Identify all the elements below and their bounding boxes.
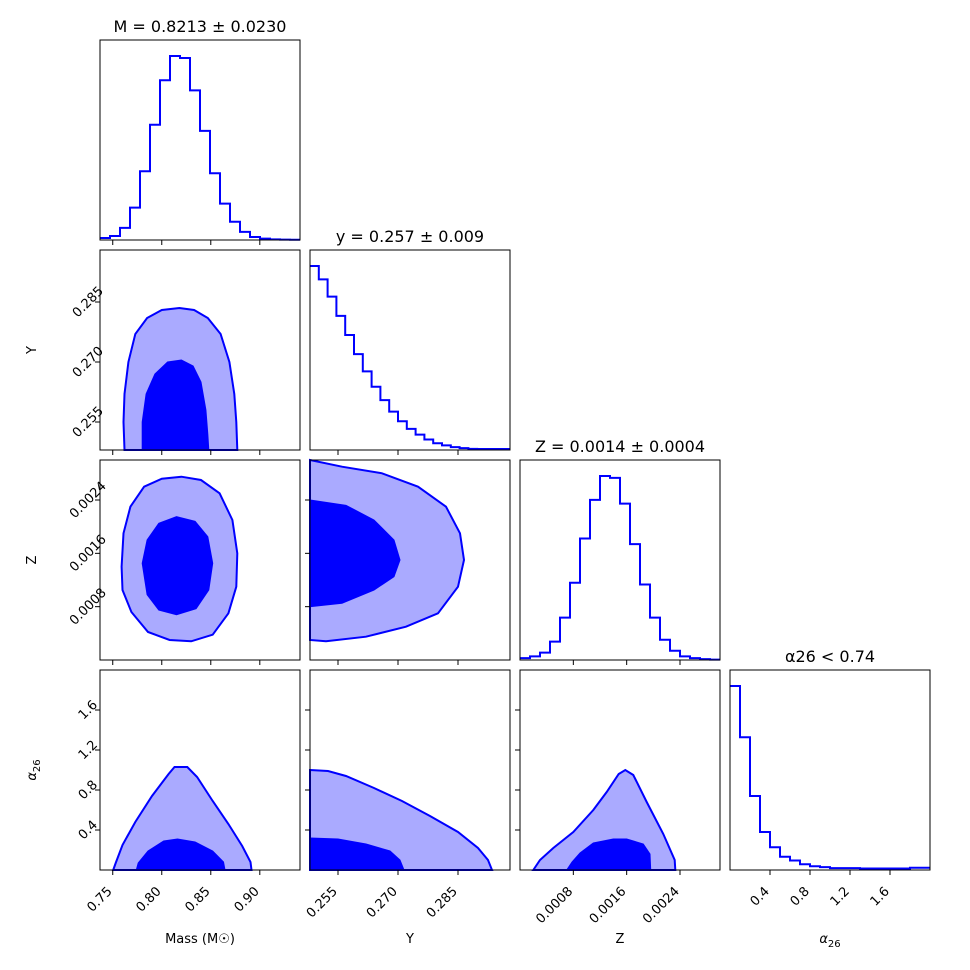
panel-frame-Y-Y	[309, 249, 511, 451]
title-Z: Z = 0.0014 ± 0.0004	[535, 437, 705, 456]
contour-inner-M-Z	[141, 516, 214, 616]
plot-frames	[95, 39, 931, 875]
contour-inner-Z-alpha26	[565, 838, 652, 871]
xaxis-label-M: Mass (M☉)	[165, 932, 235, 947]
contour-inner-M-alpha26	[135, 838, 226, 871]
panel-frame-M-M	[99, 39, 301, 241]
panel-frame-Z-alpha26	[519, 669, 721, 871]
title-Y: y = 0.257 ± 0.009	[336, 227, 484, 246]
panel-frame-M-Y	[99, 249, 301, 451]
histogram-Z	[520, 475, 720, 661]
yaxis-label-Y: Y	[25, 346, 40, 355]
panel-frame-alpha26-alpha26	[729, 669, 931, 871]
plot-fills	[100, 55, 930, 871]
panel-frame-Y-Z	[309, 459, 511, 661]
contour-inner-M-Y	[141, 359, 210, 451]
histogram-Y	[310, 265, 510, 451]
xaxis-label-Y: Y	[405, 932, 414, 947]
yaxis-label-Z: Z	[25, 555, 40, 564]
yaxis-label-alpha26: α26	[25, 759, 43, 780]
title-M: M = 0.8213 ± 0.0230	[114, 17, 287, 36]
xaxis-label-alpha26: α26	[819, 932, 840, 950]
panel-frame-M-alpha26	[99, 669, 301, 871]
title-alpha26: α26 < 0.74	[785, 647, 875, 666]
histogram-M	[100, 55, 300, 241]
histogram-alpha26	[730, 685, 930, 870]
panel-frame-M-Z	[99, 459, 301, 661]
xaxis-label-Z: Z	[616, 932, 625, 947]
contour-outer-M-alpha26	[111, 766, 253, 871]
panel-frame-Y-alpha26	[309, 669, 511, 871]
panel-frame-Z-Z	[519, 459, 721, 661]
contour-inner-Y-Z	[309, 499, 401, 608]
